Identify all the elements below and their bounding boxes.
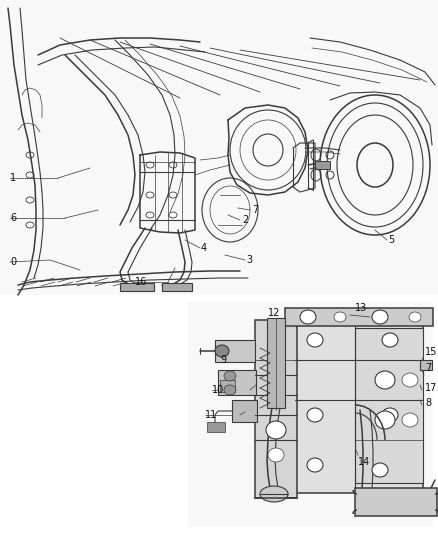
Ellipse shape (402, 413, 418, 427)
Ellipse shape (215, 345, 229, 357)
Text: 1: 1 (10, 173, 16, 183)
Bar (207, 422, 225, 432)
Ellipse shape (334, 312, 346, 322)
Text: 6: 6 (10, 213, 16, 223)
Ellipse shape (375, 411, 395, 429)
Ellipse shape (382, 408, 398, 422)
Bar (218, 370, 256, 395)
Text: 11: 11 (205, 410, 217, 420)
Bar (285, 308, 433, 326)
Bar (420, 360, 432, 370)
Text: 15: 15 (425, 347, 438, 357)
Ellipse shape (224, 385, 236, 395)
Bar (220, 380, 235, 392)
Bar (355, 488, 437, 516)
Text: 16: 16 (135, 277, 147, 287)
Ellipse shape (268, 448, 284, 462)
Text: 12: 12 (268, 308, 280, 318)
Bar (120, 283, 154, 291)
Ellipse shape (409, 312, 421, 322)
Ellipse shape (402, 373, 418, 387)
Bar (215, 340, 255, 362)
Text: 8: 8 (425, 398, 431, 408)
Text: 10: 10 (212, 385, 224, 395)
Ellipse shape (307, 408, 323, 422)
Bar (188, 302, 433, 527)
Ellipse shape (372, 463, 388, 477)
Bar (255, 320, 297, 498)
Ellipse shape (307, 458, 323, 472)
Ellipse shape (375, 371, 395, 389)
Ellipse shape (260, 486, 288, 502)
Text: 0: 0 (10, 257, 16, 267)
Bar (355, 328, 423, 483)
Bar (162, 283, 192, 291)
Text: 5: 5 (388, 235, 394, 245)
Bar (232, 400, 257, 422)
Text: 7: 7 (425, 363, 431, 373)
Ellipse shape (382, 333, 398, 347)
Text: 9: 9 (220, 355, 226, 365)
Ellipse shape (224, 371, 236, 381)
Text: 2: 2 (242, 215, 248, 225)
Ellipse shape (266, 421, 286, 439)
Text: 4: 4 (201, 243, 207, 253)
Bar (315, 161, 330, 169)
Bar (0, 0, 438, 295)
Ellipse shape (307, 333, 323, 347)
Text: 14: 14 (358, 457, 370, 467)
Bar (295, 318, 423, 493)
Text: 17: 17 (425, 383, 438, 393)
Text: 7: 7 (252, 205, 258, 215)
Text: 13: 13 (355, 303, 367, 313)
Ellipse shape (372, 310, 388, 324)
Text: 3: 3 (246, 255, 252, 265)
Bar (267, 318, 285, 408)
Ellipse shape (300, 310, 316, 324)
